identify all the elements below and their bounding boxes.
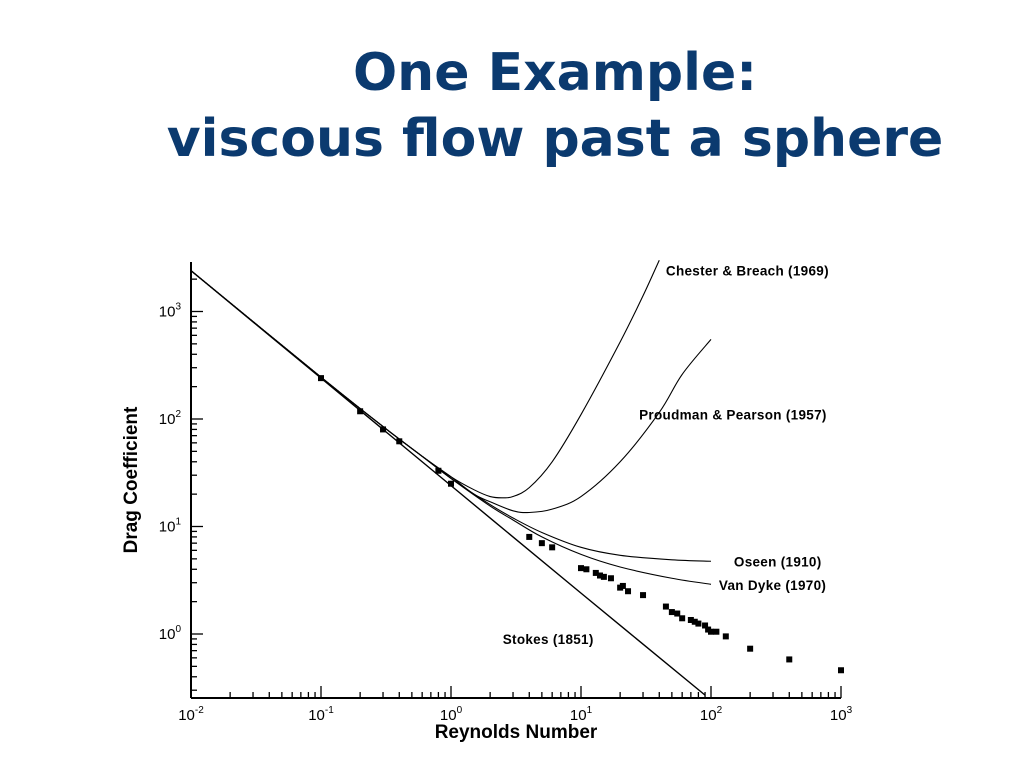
x-tick-label: 100 xyxy=(440,705,463,724)
annotation-label: Van Dyke (1970) xyxy=(719,578,826,593)
data-point xyxy=(578,565,584,572)
data-point xyxy=(600,573,607,580)
data-point xyxy=(838,667,844,674)
data-point xyxy=(583,566,590,573)
data-point xyxy=(695,620,702,627)
annotation-label: Proudman & Pearson (1957) xyxy=(639,408,827,423)
series-line-4 xyxy=(191,270,712,585)
x-tick-label: 101 xyxy=(570,705,593,724)
x-tick-label: 10-1 xyxy=(308,705,334,724)
data-point xyxy=(702,622,709,629)
data-point xyxy=(607,575,614,582)
y-tick-label: 103 xyxy=(159,302,182,321)
y-axis-title: Drag Coefficient xyxy=(121,406,142,553)
series-curves xyxy=(191,259,712,696)
data-point xyxy=(674,610,681,617)
data-point xyxy=(538,540,545,547)
data-point xyxy=(448,480,454,487)
annotation-label: Oseen (1910) xyxy=(734,555,822,570)
series-line-3 xyxy=(191,270,712,562)
data-point xyxy=(596,572,603,579)
experimental-points xyxy=(318,375,844,674)
data-point xyxy=(526,533,533,540)
data-point xyxy=(662,603,669,610)
data-point xyxy=(619,582,626,589)
data-point xyxy=(625,588,632,595)
data-point xyxy=(357,408,364,415)
y-tick-label: 100 xyxy=(159,624,182,643)
data-point xyxy=(435,467,442,474)
slide-title-line-1: One Example: xyxy=(352,43,758,103)
data-point xyxy=(747,645,754,652)
data-point xyxy=(691,618,698,625)
y-tick-label: 102 xyxy=(159,409,182,428)
x-axis-title: Reynolds Number xyxy=(435,722,598,743)
annotation-label: Stokes (1851) xyxy=(503,632,594,647)
data-point xyxy=(640,592,647,599)
annotations: Chester & Breach (1969) Proudman & Pearso… xyxy=(503,264,829,647)
data-point xyxy=(713,628,720,635)
slide-title-line-2: viscous flow past a sphere xyxy=(166,109,944,169)
data-point xyxy=(722,633,729,640)
data-point xyxy=(708,628,714,635)
axis-ticks: 10-2 10-1 100 101 102 103 100 101 102 103 xyxy=(159,278,853,724)
x-tick-label: 103 xyxy=(830,705,853,724)
data-point xyxy=(396,438,403,445)
slide-title: One Example: viscous flow past a sphere xyxy=(0,40,1024,172)
series-line-1 xyxy=(191,259,660,499)
data-point xyxy=(679,615,686,622)
data-point xyxy=(592,569,599,576)
series-line-2 xyxy=(191,270,712,514)
x-tick-label: 102 xyxy=(700,705,723,724)
data-point xyxy=(687,616,694,623)
y-tick-label: 101 xyxy=(159,517,182,536)
annotation-label: Chester & Breach (1969) xyxy=(666,264,829,279)
data-point xyxy=(786,656,793,663)
data-point xyxy=(549,544,556,551)
data-point xyxy=(668,609,675,616)
x-tick-label: 10-2 xyxy=(178,705,204,724)
data-point xyxy=(318,375,324,382)
data-point xyxy=(380,426,387,433)
